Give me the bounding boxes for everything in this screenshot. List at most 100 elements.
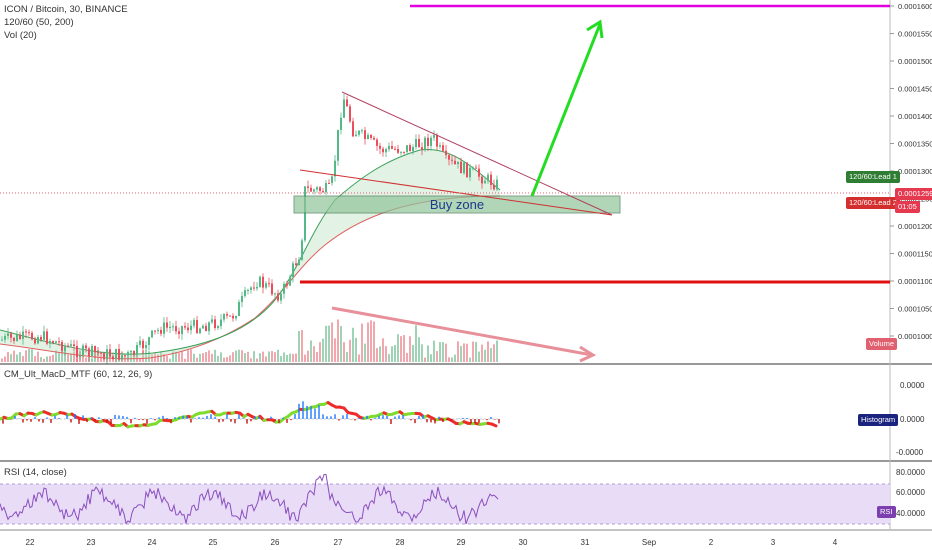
candle-body <box>103 353 105 360</box>
candle-body <box>337 129 339 161</box>
candle-body <box>181 326 183 334</box>
volume-bar <box>229 355 231 362</box>
candle-body <box>256 286 258 289</box>
volume-bar <box>454 354 456 362</box>
histogram-bar <box>434 419 436 424</box>
volume-bar <box>337 319 339 362</box>
candle-body <box>319 187 321 191</box>
candle-body <box>298 259 300 266</box>
time-axis-label: 24 <box>148 538 157 547</box>
candle-body <box>316 187 318 190</box>
histogram-bar <box>122 416 124 419</box>
volume-bar <box>268 351 270 362</box>
candle-body <box>292 263 294 277</box>
volume-bar <box>49 356 51 362</box>
candle-body <box>493 184 495 190</box>
histogram-bar <box>118 415 120 419</box>
candle-body <box>43 331 45 340</box>
volume-bar <box>103 358 105 362</box>
candle-body <box>484 180 486 184</box>
histogram-bar <box>210 414 212 419</box>
target-arrow-head <box>586 19 604 39</box>
candle-body <box>121 355 123 360</box>
volume-bar <box>211 353 213 362</box>
rsi-line <box>0 473 499 525</box>
volume-bar <box>322 338 324 362</box>
volume-bar <box>190 349 192 362</box>
volume-bar <box>430 354 432 362</box>
candle-body <box>76 345 78 357</box>
candle-body <box>361 130 363 132</box>
candle-body <box>355 134 357 137</box>
candle-body <box>151 330 153 338</box>
volume-bar <box>64 349 66 362</box>
candle-body <box>148 337 150 346</box>
macd-plot <box>0 401 500 429</box>
rsi-axis-0: 80.0000 <box>896 468 925 477</box>
volume-bar <box>22 356 24 362</box>
candle-body <box>235 316 237 319</box>
volume-indicator-label[interactable]: Vol (20) <box>4 30 37 41</box>
candle-body <box>415 138 417 148</box>
candle-body <box>463 162 465 174</box>
volume-bar <box>358 354 360 362</box>
candle-body <box>472 167 474 169</box>
volume-bar <box>391 346 393 362</box>
volume-bar <box>250 358 252 362</box>
histogram-bar <box>494 419 496 420</box>
histogram-bar <box>470 419 472 424</box>
candle-body <box>496 179 498 190</box>
histogram-bar <box>486 419 488 421</box>
volume-bar <box>382 338 384 362</box>
histogram-bar <box>98 417 100 419</box>
candle-body <box>82 345 84 356</box>
volume-bar <box>133 353 135 362</box>
volume-bar <box>238 349 240 362</box>
candle-body <box>487 174 489 181</box>
histogram-bar <box>202 417 204 419</box>
candle-body <box>238 301 240 317</box>
volume-bar <box>13 350 15 362</box>
price-axis-label: 0.0001600 <box>898 2 932 11</box>
histogram-bar <box>498 419 500 424</box>
ma-indicator-label[interactable]: 120/60 (50, 200) <box>4 17 74 28</box>
rsi-axis-1: 60.0000 <box>896 488 925 497</box>
volume-bar <box>301 330 303 362</box>
time-axis-label: 23 <box>87 538 96 547</box>
candle-body <box>58 341 60 343</box>
volume-bar <box>415 325 417 362</box>
histogram-bar <box>234 419 236 424</box>
volume-bar <box>418 337 420 362</box>
histogram-bar <box>322 414 324 419</box>
candle-body <box>469 167 471 178</box>
histogram-bar <box>438 416 440 419</box>
rsi-indicator-label[interactable]: RSI (14, close) <box>4 467 67 478</box>
price-axis-label: 0.0001100 <box>898 277 932 286</box>
histogram-bar <box>126 416 128 419</box>
candle-body <box>406 145 408 153</box>
volume-bar <box>223 357 225 362</box>
histogram-bar <box>90 417 92 419</box>
candle-body <box>166 322 168 328</box>
candle-body <box>250 287 252 290</box>
candle-body <box>127 351 129 356</box>
candle-body <box>85 345 87 349</box>
volume-bar <box>421 344 423 362</box>
macd-indicator-label[interactable]: CM_Ult_MacD_MTF (60, 12, 26, 9) <box>4 369 153 380</box>
volume-bar <box>157 354 159 362</box>
histogram-bar <box>206 415 208 419</box>
candle-body <box>190 325 192 331</box>
histogram-bar <box>358 418 360 419</box>
histogram-bar <box>218 419 220 423</box>
symbol-title[interactable]: ICON / Bitcoin, 30, BINANCE <box>4 4 128 15</box>
histogram-bar <box>310 406 312 419</box>
histogram-bar <box>190 419 192 423</box>
volume-bar <box>214 349 216 362</box>
time-axis-label: 2 <box>709 538 714 547</box>
volume-bar <box>199 353 201 362</box>
histogram-bar <box>54 415 56 419</box>
candle-body <box>403 151 405 153</box>
candle-body <box>364 130 366 140</box>
histogram-bar <box>446 419 448 420</box>
